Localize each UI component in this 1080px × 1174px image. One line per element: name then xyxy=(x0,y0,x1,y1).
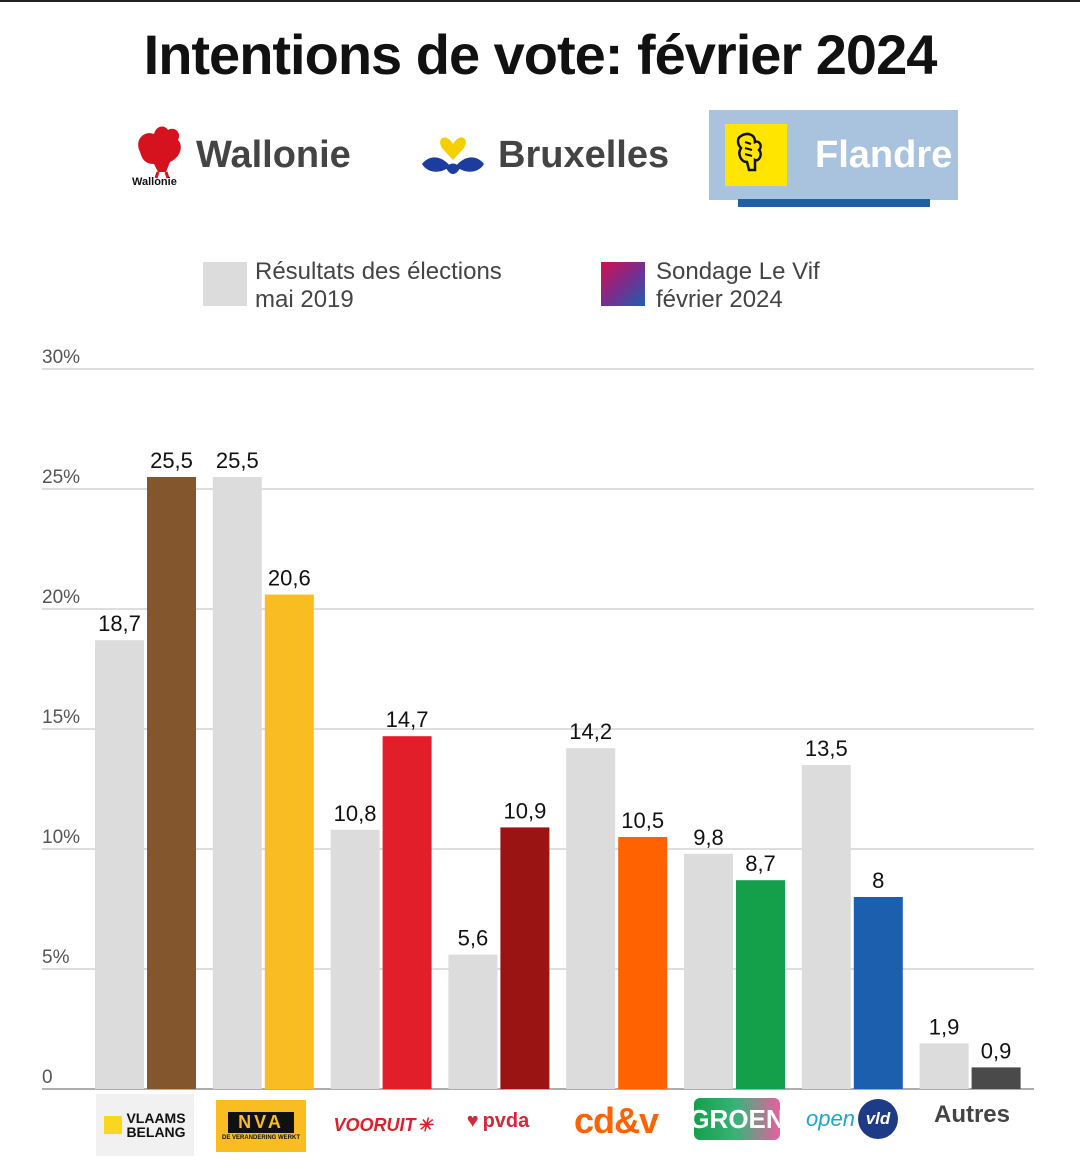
region-label-wallonie: Wallonie xyxy=(196,133,351,176)
bar-2024 xyxy=(618,837,668,1089)
region-label-flandre: Flandre xyxy=(815,133,953,176)
y-tick-label: 30% xyxy=(42,347,80,368)
y-tick-label: 5% xyxy=(42,947,70,968)
bar-2024 xyxy=(971,1067,1021,1089)
data-label-2024: 20,6 xyxy=(268,566,311,591)
chart-title: Intentions de vote: février 2024 xyxy=(143,23,938,86)
legend-2024-line2: février 2024 xyxy=(656,286,783,313)
bar-2024 xyxy=(736,880,785,1089)
y-tick-label: 0 xyxy=(42,1067,53,1088)
vb-flag-icon xyxy=(104,1116,123,1134)
bar-2019 xyxy=(684,853,733,1089)
iris-icon xyxy=(420,130,486,180)
data-label-2019: 5,6 xyxy=(458,926,489,951)
bar-2019 xyxy=(212,477,262,1089)
groen-text: GROEN xyxy=(689,1103,785,1134)
bar-2024 xyxy=(264,594,314,1089)
wallonie-logo-text: Wallonie xyxy=(132,176,177,188)
region-label-bruxelles: Bruxelles xyxy=(498,133,670,176)
data-label-2019: 9,8 xyxy=(693,825,724,850)
data-label-2024: 8 xyxy=(872,868,884,893)
bar-2019 xyxy=(919,1043,969,1089)
cdv-text: cd&v xyxy=(573,1100,659,1141)
pvda-text: pvda xyxy=(482,1109,530,1132)
open-text: open xyxy=(806,1106,855,1131)
bar-2024 xyxy=(382,736,432,1089)
bar-2019 xyxy=(330,829,380,1089)
data-label-2019: 1,9 xyxy=(929,1014,960,1039)
legend-2024-line1: Sondage Le Vif xyxy=(656,258,820,285)
bar-2019 xyxy=(801,765,851,1089)
region-tab-flandre[interactable]: Flandre xyxy=(709,110,958,200)
y-tick-label: 20% xyxy=(42,587,80,608)
vld-badge: vld xyxy=(857,1099,898,1139)
legend-swatch-2024 xyxy=(601,262,645,306)
logo-groen: GROEN xyxy=(689,1098,785,1140)
logo-cdv: cd&v xyxy=(564,1100,668,1142)
vb-line1: VLAAMS xyxy=(126,1110,186,1126)
bar-2019 xyxy=(95,640,144,1089)
y-tick-label: 10% xyxy=(42,827,80,848)
active-region-indicator xyxy=(738,199,930,207)
rooster-icon: Wallonie xyxy=(130,122,186,188)
data-label-2019: 25,5 xyxy=(216,448,259,473)
data-label-2024: 0,9 xyxy=(981,1038,1012,1063)
legend-label-2024: Sondage Le Vif février 2024 xyxy=(656,258,820,314)
vb-line2: BELANG xyxy=(126,1124,186,1140)
data-label-2024: 8,7 xyxy=(745,851,776,876)
logo-nva: NVA DE VERANDERING WERKT xyxy=(216,1100,306,1152)
data-label-2019: 18,7 xyxy=(98,611,141,636)
data-label-2019: 10,8 xyxy=(334,801,377,826)
vooruit-text: VOORUIT xyxy=(333,1114,416,1135)
nva-sub: DE VERANDERING WERKT xyxy=(221,1134,300,1141)
nva-main: NVA xyxy=(228,1111,294,1133)
data-label-2019: 14,2 xyxy=(569,719,612,744)
data-label-2024: 25,5 xyxy=(150,448,193,473)
region-tab-wallonie[interactable]: Wallonie Wallonie xyxy=(130,120,351,190)
data-label-2024: 10,5 xyxy=(621,808,664,833)
legend-2019-line2: mai 2019 xyxy=(255,286,354,313)
top-rule xyxy=(0,0,1080,2)
data-label-2024: 14,7 xyxy=(386,707,429,732)
logo-pvda: ♥ pvda xyxy=(450,1106,546,1136)
autres-text: Autres xyxy=(933,1101,1011,1128)
bar-2024 xyxy=(500,827,550,1089)
legend-label-2019: Résultats des élections mai 2019 xyxy=(255,258,502,314)
bar-2019 xyxy=(566,748,616,1089)
legend-swatch-2019 xyxy=(203,262,247,306)
logo-open-vld: open vld xyxy=(802,1098,902,1140)
legend-2019-line1: Résultats des élections xyxy=(255,258,502,285)
data-label-2024: 10,9 xyxy=(503,798,546,823)
logo-vooruit: VOORUIT ✳ xyxy=(326,1110,440,1140)
region-tab-bruxelles[interactable]: Bruxelles xyxy=(420,120,669,190)
y-tick-label: 15% xyxy=(42,707,80,728)
lion-icon xyxy=(725,124,787,186)
bar-2024 xyxy=(853,897,903,1089)
data-label-2019: 13,5 xyxy=(805,736,848,761)
bar-2024 xyxy=(147,477,196,1089)
logo-autres: Autres xyxy=(922,1100,1022,1130)
heart-icon: ♥ xyxy=(466,1109,479,1132)
bar-2019 xyxy=(448,954,498,1089)
logo-vlaams-belang: VLAAMS BELANG xyxy=(96,1094,194,1156)
sparkle-icon: ✳ xyxy=(417,1114,433,1135)
y-tick-label: 25% xyxy=(42,467,80,488)
